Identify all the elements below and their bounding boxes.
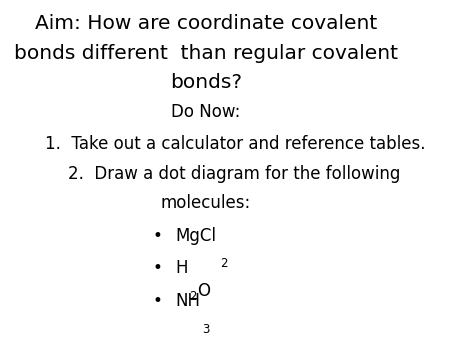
Text: 2: 2 <box>220 257 227 270</box>
Text: 1.  Take out a calculator and reference tables.: 1. Take out a calculator and reference t… <box>45 135 426 153</box>
Text: 2: 2 <box>189 290 197 303</box>
Text: Do Now:: Do Now: <box>171 102 240 121</box>
Text: bonds different  than regular covalent: bonds different than regular covalent <box>14 44 398 63</box>
Text: H: H <box>176 259 189 277</box>
Text: O: O <box>197 282 210 300</box>
Text: bonds?: bonds? <box>170 73 242 92</box>
Text: molecules:: molecules: <box>161 194 251 212</box>
Text: 2.  Draw a dot diagram for the following: 2. Draw a dot diagram for the following <box>68 165 400 183</box>
Text: 3: 3 <box>202 322 210 336</box>
Text: MgCl: MgCl <box>176 226 217 245</box>
Text: Aim: How are coordinate covalent: Aim: How are coordinate covalent <box>35 15 377 33</box>
Text: NH: NH <box>176 292 201 310</box>
Text: •: • <box>152 259 162 277</box>
Text: •: • <box>152 292 162 310</box>
Text: •: • <box>152 226 162 245</box>
